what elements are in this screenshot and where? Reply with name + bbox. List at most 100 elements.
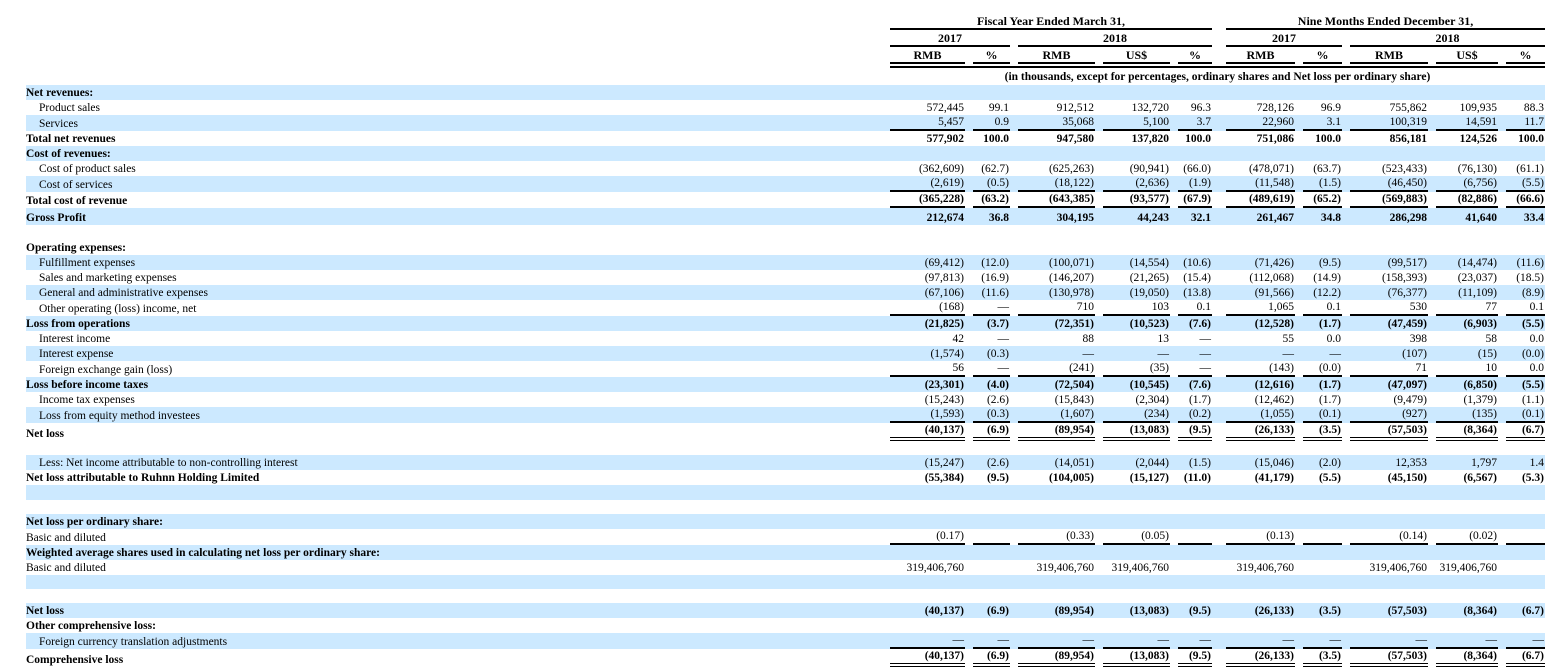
row-label: Loss before income taxes: [26, 379, 149, 391]
cell-value: [1018, 86, 1095, 100]
cell-value: 0.1: [1178, 300, 1213, 316]
cell-value: 14,591: [1436, 115, 1499, 131]
table-row: Services 5,457 0.9 35,068 5,100 3.7 22,960 3.1 1…: [26, 115, 1546, 131]
cell-value: [1226, 575, 1295, 589]
cell-value: [1350, 589, 1428, 603]
cell-value: (76,130): [1457, 163, 1498, 175]
cell-value: [1506, 589, 1545, 603]
cell-value: (6,903): [1463, 318, 1498, 330]
table-row: Foreign currency translation adjustments…: [26, 633, 1546, 649]
table-row: Loss from operations (21,825) (3.7) (72,351…: [26, 316, 1546, 331]
row-label: Operating expenses:: [26, 242, 126, 254]
cell-value: [1178, 515, 1212, 529]
cell-value: (365,228): [890, 192, 965, 208]
cell-value: 319,406,760: [1369, 562, 1428, 574]
cell-value: 35,068: [1018, 115, 1095, 131]
cell-value: [890, 441, 965, 455]
cell-value: (65.2): [1303, 192, 1343, 208]
cell-value: [1350, 486, 1428, 500]
table-row: Net loss attributable to Ruhnn Holding L…: [26, 470, 1545, 485]
cell-value: [1506, 529, 1546, 545]
cell-value: [1436, 486, 1498, 500]
cell-value: (112,068): [1249, 272, 1295, 284]
cell-value: [1303, 241, 1342, 255]
cell-value: [1018, 515, 1095, 529]
cell-value: 755,862: [1389, 102, 1428, 114]
cell-value: [1506, 515, 1545, 529]
cell-value: (91,566): [1254, 287, 1295, 299]
cell-value: (15,127): [1129, 472, 1169, 484]
cell-value: (569,883): [1350, 192, 1429, 208]
cell-value: (12,616): [1254, 379, 1295, 391]
cell-value: [1350, 147, 1428, 161]
cell-value: [890, 147, 965, 161]
cell-value: [973, 515, 1010, 529]
table-row: Net loss (40,137) (6.9) (89,954) (13,083) (9.…: [26, 603, 1546, 618]
cell-value: (100,071): [1048, 257, 1094, 269]
cell-value: (1.5): [1188, 457, 1212, 469]
cell-value: (14,051): [1054, 457, 1094, 469]
header-spacer: [26, 8, 882, 30]
cell-value: (57,503): [1350, 649, 1429, 667]
row-label: Net loss: [26, 605, 65, 617]
cell-value: (8,364): [1436, 649, 1499, 667]
row-label: Other comprehensive loss:: [26, 620, 156, 632]
cell-value: (9.5): [986, 472, 1009, 484]
cell-value: 10: [1436, 361, 1499, 377]
cell-value: [1506, 546, 1545, 560]
cell-value: 728,126: [1256, 102, 1295, 114]
cell-value: (9.5): [1178, 649, 1213, 667]
cell-value: [1178, 546, 1212, 560]
cell-value: 710: [1018, 300, 1095, 316]
cell-value: (3.7): [986, 318, 1009, 330]
cell-value: [1178, 500, 1212, 514]
cell-value: (11.0): [1183, 472, 1212, 484]
cell-value: [1018, 575, 1095, 589]
table-row: Cost of revenues:: [26, 146, 1546, 161]
cell-value: (6.7): [1506, 423, 1546, 441]
cell-value: (13,083): [1129, 605, 1169, 617]
cell-value: [1303, 500, 1342, 514]
cell-value: [1506, 226, 1545, 240]
cell-value: (6.9): [973, 649, 1010, 667]
cell-value: (1.7): [1318, 394, 1342, 406]
cell-value: 0.1: [1506, 300, 1546, 316]
cell-value: (11,109): [1458, 287, 1498, 299]
cell-value: [1436, 441, 1498, 455]
cell-value: 96.9: [1320, 102, 1342, 114]
units-note: (in thousands, except for percentages, o…: [1004, 71, 1431, 83]
cell-value: [1018, 500, 1095, 514]
cell-value: 319,406,760: [1111, 562, 1170, 574]
cell-value: (0.3): [986, 348, 1009, 360]
cell-value: (1.7): [1318, 318, 1342, 330]
column-group-nine-months: Nine Months Ended December 31,: [1226, 14, 1546, 30]
cell-value: (0.5): [973, 176, 1010, 192]
cell-value: [1178, 241, 1212, 255]
row-label: Other operating (loss) income, net: [39, 303, 197, 315]
cell-value: 77: [1436, 300, 1499, 316]
row-label: Income tax expenses: [39, 394, 135, 406]
cell-value: (9.5): [1178, 423, 1213, 441]
cell-value: 0.0: [1326, 333, 1342, 345]
cell-value: —: [973, 633, 1010, 649]
cell-value: (11,548): [1226, 176, 1296, 192]
table-row: Fulfillment expenses (69,412) (12.0) (100,0…: [26, 255, 1546, 270]
cell-value: (15,243): [924, 394, 964, 406]
cell-value: [973, 619, 1010, 633]
cell-value: (6,850): [1463, 379, 1498, 391]
cell-value: (89,954): [1018, 423, 1095, 441]
cell-value: (2.0): [1318, 457, 1342, 469]
cell-value: 572,445: [926, 102, 964, 114]
cell-value: (135): [1436, 407, 1499, 423]
cell-value: —: [890, 633, 965, 649]
cell-value: (489,619): [1226, 192, 1296, 208]
column-header: RMB: [1018, 48, 1095, 64]
cell-value: 96.3: [1190, 102, 1212, 114]
cell-value: 56: [890, 361, 965, 377]
cell-value: (0.0): [1521, 348, 1545, 360]
cell-value: [1103, 86, 1170, 100]
cell-value: (143): [1226, 361, 1296, 377]
cell-value: [1436, 619, 1498, 633]
cell-value: (5.5): [1506, 176, 1546, 192]
cell-value: —: [973, 361, 1010, 377]
